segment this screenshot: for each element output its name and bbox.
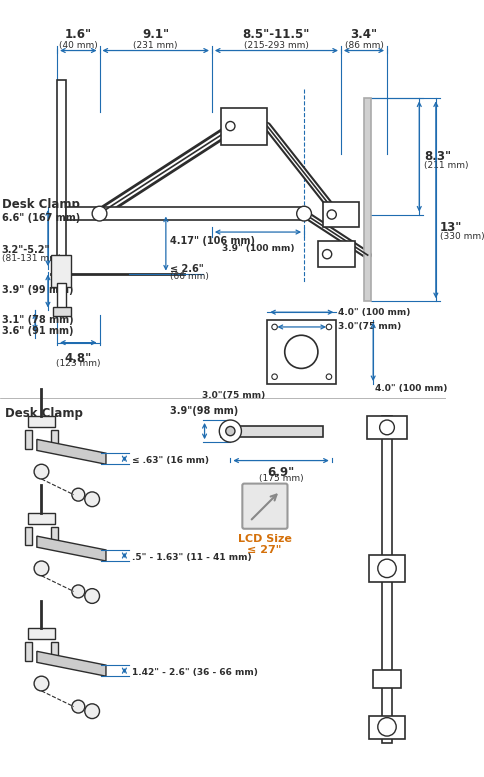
Circle shape (34, 676, 49, 691)
Polygon shape (37, 536, 106, 561)
Text: 6.6" (167 mm): 6.6" (167 mm) (2, 213, 80, 223)
Text: Desk Clamp: Desk Clamp (2, 198, 80, 211)
Bar (25, 527, 32, 545)
Text: 3.6" (91 mm): 3.6" (91 mm) (2, 326, 74, 336)
Bar (25, 430, 32, 448)
Text: (86 mm): (86 mm) (345, 40, 383, 50)
FancyBboxPatch shape (242, 483, 287, 529)
Bar (382, 416, 392, 744)
Circle shape (379, 420, 394, 435)
Bar (373, 670, 401, 688)
Text: 3.9" (100 mm): 3.9" (100 mm) (222, 244, 294, 253)
Circle shape (72, 700, 85, 713)
Bar (57, 80, 66, 292)
Text: 4.17" (106 mm): 4.17" (106 mm) (170, 236, 256, 246)
Bar (369, 555, 406, 582)
Bar (51, 430, 58, 448)
Circle shape (85, 589, 100, 604)
Circle shape (72, 585, 85, 598)
Bar (57, 283, 66, 310)
Bar (221, 108, 267, 145)
Polygon shape (37, 439, 106, 464)
Bar (28, 416, 55, 427)
Bar (369, 716, 406, 739)
Text: 4.8": 4.8" (65, 352, 92, 365)
Polygon shape (37, 651, 106, 676)
Bar (51, 255, 71, 287)
Bar (322, 202, 359, 228)
Text: (215-293 mm): (215-293 mm) (244, 40, 309, 50)
Text: 3.9"(98 mm): 3.9"(98 mm) (170, 406, 239, 416)
Text: (231 mm): (231 mm) (134, 40, 178, 50)
Text: 1.6": 1.6" (65, 28, 92, 41)
Bar (28, 629, 55, 639)
Text: LCD Size: LCD Size (238, 535, 291, 544)
Circle shape (92, 206, 107, 221)
Circle shape (326, 374, 332, 379)
Circle shape (272, 374, 277, 379)
Text: ≤ 27": ≤ 27" (247, 545, 282, 556)
Text: 3.1" (78 mm): 3.1" (78 mm) (2, 315, 74, 325)
Text: (66 mm): (66 mm) (170, 272, 210, 280)
Circle shape (85, 492, 100, 507)
Text: 8.3": 8.3" (424, 150, 451, 163)
Text: (211 mm): (211 mm) (424, 161, 469, 170)
Text: 6.9": 6.9" (268, 466, 295, 479)
Circle shape (226, 121, 235, 131)
Text: (81-131 mm): (81-131 mm) (2, 254, 61, 263)
Circle shape (85, 704, 100, 719)
Circle shape (272, 324, 277, 329)
Circle shape (327, 210, 336, 219)
Text: (40 mm): (40 mm) (59, 40, 98, 50)
Text: (330 mm): (330 mm) (439, 232, 484, 241)
Text: 4.0" (100 mm): 4.0" (100 mm) (375, 384, 447, 393)
Text: 1.42" - 2.6" (36 - 66 mm): 1.42" - 2.6" (36 - 66 mm) (132, 668, 257, 677)
Text: 9.1": 9.1" (142, 28, 169, 41)
Text: 3.4": 3.4" (350, 28, 378, 41)
Circle shape (226, 427, 235, 436)
Bar (318, 242, 355, 267)
Circle shape (297, 206, 311, 221)
Bar (51, 642, 58, 660)
Bar (221, 426, 322, 437)
Circle shape (285, 335, 318, 368)
Text: 8.5"-11.5": 8.5"-11.5" (243, 28, 310, 41)
Text: 3.9" (99 mm): 3.9" (99 mm) (2, 285, 74, 295)
Text: 3.0"(75 mm): 3.0"(75 mm) (338, 322, 401, 332)
Bar (53, 307, 71, 316)
Circle shape (34, 561, 49, 576)
Bar (364, 99, 371, 301)
Text: 4.0" (100 mm): 4.0" (100 mm) (338, 308, 410, 317)
Text: 3.2"-5.2": 3.2"-5.2" (2, 246, 50, 256)
Circle shape (378, 718, 396, 736)
Circle shape (219, 420, 242, 442)
Bar (25, 642, 32, 660)
Text: ≤ 2.6": ≤ 2.6" (170, 264, 204, 274)
Bar (28, 513, 55, 524)
Text: 3.0"(75 mm): 3.0"(75 mm) (202, 391, 265, 399)
Text: .5" - 1.63" (11 - 41 mm): .5" - 1.63" (11 - 41 mm) (132, 552, 251, 562)
Bar (51, 527, 58, 545)
Circle shape (72, 488, 85, 501)
Text: Desk Clamp: Desk Clamp (5, 407, 82, 420)
Circle shape (34, 464, 49, 479)
Circle shape (378, 559, 396, 577)
Circle shape (322, 249, 332, 259)
Bar (367, 416, 407, 439)
Bar (267, 319, 336, 384)
Text: 13": 13" (439, 221, 462, 234)
Text: (123 mm): (123 mm) (56, 359, 101, 368)
Text: ≤ .63" (16 mm): ≤ .63" (16 mm) (132, 456, 209, 465)
Circle shape (326, 324, 332, 329)
Bar (66, 207, 304, 220)
Text: (175 mm): (175 mm) (259, 475, 303, 483)
